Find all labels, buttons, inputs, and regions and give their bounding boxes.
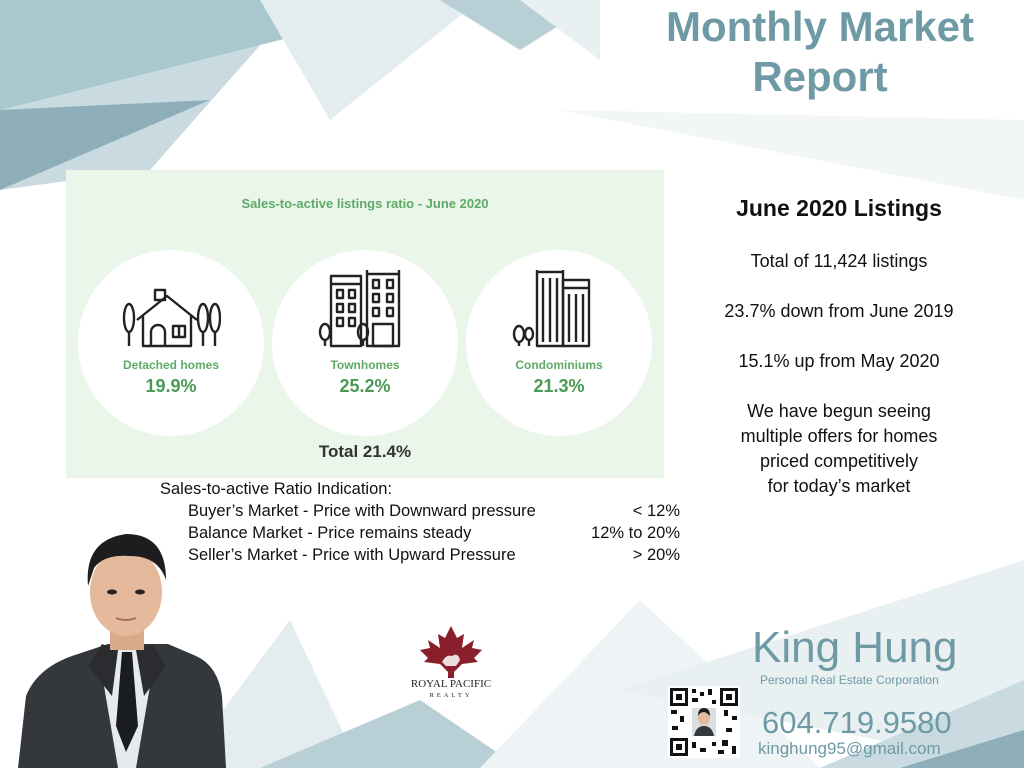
ratio-label: Balance Market - Price remains steady [188, 524, 472, 542]
listings-mom: 15.1% up from May 2020 [738, 351, 940, 371]
brokerage-name: ROYAL PACIFIC [410, 678, 492, 690]
item-label: Townhomes [330, 358, 400, 372]
brokerage-logo: ROYAL PACIFIC REALTY [402, 622, 500, 708]
item-value: 19.9% [145, 376, 197, 396]
listings-heading: June 2020 Listings [736, 195, 942, 221]
note-line: We have begun seeing [747, 401, 931, 421]
note-line: priced competitively [759, 451, 919, 471]
ratio-value: > 20% [632, 546, 680, 564]
brokerage-sub: REALTY [429, 692, 473, 699]
condominiums-icon [512, 270, 591, 348]
ratio-label: Seller’s Market - Price with Upward Pres… [188, 546, 516, 564]
listings-note: We have begun seeing multiple offers for… [676, 399, 1002, 499]
ratio-label: Buyer’s Market - Price with Downward pre… [188, 502, 536, 520]
ratio-row: Seller’s Market - Price with Upward Pres… [160, 544, 700, 566]
detached-house-icon [122, 288, 221, 348]
note-line: multiple offers for homes [740, 426, 938, 446]
page-title: Monthly Market Report [610, 2, 1024, 101]
detached-homes-card: Detached homes 19.9% [78, 250, 264, 436]
item-value: 21.3% [533, 376, 585, 396]
ratio-value: 12% to 20% [591, 524, 680, 542]
agent-name: King Hung [752, 623, 958, 672]
listings-summary: June 2020 Listings Total of 11,424 listi… [676, 196, 1002, 499]
sales-ratio-infographic: Sales-to-active listings ratio - June 20… [66, 170, 664, 478]
item-label: Condominiums [515, 358, 603, 372]
infographic-total: Total 21.4% [318, 442, 412, 461]
title-line-2: Report [752, 52, 888, 100]
maple-leaf-icon [420, 626, 482, 678]
item-value: 25.2% [339, 376, 391, 396]
ratio-heading: Sales-to-active Ratio Indication: [160, 480, 393, 498]
ratio-row: Balance Market - Price remains steady 12… [160, 522, 700, 544]
item-label: Detached homes [122, 358, 220, 372]
ratio-row: Buyer’s Market - Price with Downward pre… [160, 500, 700, 522]
ratio-value: < 12% [632, 502, 680, 520]
ratio-indication: Sales-to-active Ratio Indication: Buyer’… [160, 478, 700, 566]
agent-phone: 604.719.9580 [762, 705, 952, 740]
listings-yoy: 23.7% down from June 2019 [724, 301, 954, 321]
condominiums-card: Condominiums 21.3% [466, 250, 652, 436]
qr-code [668, 686, 740, 758]
listings-total: Total of 11,424 listings [750, 251, 928, 271]
agent-email: kinghung95@gmail.com [758, 739, 941, 758]
title-line-1: Monthly Market [665, 3, 975, 50]
townhomes-card: Townhomes 25.2% [272, 250, 458, 436]
agent-corporation: Personal Real Estate Corporation [760, 673, 939, 687]
townhomes-icon [318, 270, 401, 348]
agent-photo [18, 534, 226, 768]
infographic-title: Sales-to-active listings ratio - June 20… [241, 196, 489, 211]
note-line: for today’s market [767, 476, 911, 496]
